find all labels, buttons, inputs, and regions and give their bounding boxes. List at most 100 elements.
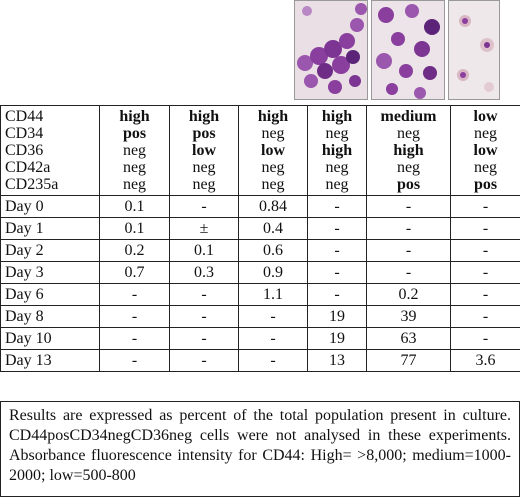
marker-names-cell: CD44 CD34 CD36 CD42a CD235a <box>0 105 100 196</box>
table-cell: - <box>169 195 239 218</box>
phenotype-value: high <box>393 142 424 159</box>
table-cell: - <box>366 261 451 284</box>
table-cell: 0.6 <box>238 239 308 262</box>
table-cell: - <box>307 217 367 240</box>
table-cell: 0.84 <box>238 195 308 218</box>
phenotype-value: neg <box>396 125 421 142</box>
table-cell: 0.2 <box>366 283 451 306</box>
micrograph-3-image <box>449 1 499 99</box>
table-row: Day 10- - -19 63- <box>0 327 520 350</box>
table-cell: - <box>238 327 308 350</box>
table-cell: - <box>169 305 239 328</box>
table-cell: 0.2 <box>99 239 170 262</box>
table-cell: - <box>99 283 170 306</box>
phenotype-cell-2: high pos low neg neg <box>169 105 239 196</box>
table-row: Day 8- - -19 39- <box>0 305 520 328</box>
phenotype-value: neg <box>396 159 421 176</box>
table-cell: - <box>99 349 170 372</box>
table-cell: - <box>169 283 239 306</box>
phenotype-value: neg <box>192 159 216 176</box>
footnote: Results are expressed as percent of the … <box>0 401 520 497</box>
micrograph-1 <box>294 0 368 100</box>
phenotype-value: low <box>473 108 498 125</box>
table-row: Day 0 0.1-0.84- - - <box>0 195 520 218</box>
phenotype-value: neg <box>122 142 147 159</box>
marker-name: CD34 <box>5 125 44 142</box>
phenotype-cell-5: medium neg high neg pos <box>366 105 451 196</box>
micrograph-2 <box>371 0 445 100</box>
phenotype-value: pos <box>473 176 498 193</box>
phenotype-value: pos <box>396 176 421 193</box>
phenotype-value: neg <box>325 125 349 142</box>
phenotype-value: high <box>257 108 289 125</box>
table-cell: - <box>238 349 308 372</box>
table-cell: - <box>450 217 520 240</box>
marker-table: CD44 CD34 CD36 CD42a CD235a high pos neg ne… <box>0 105 520 372</box>
table-cell: ± <box>169 217 239 240</box>
phenotype-value: neg <box>473 159 498 176</box>
table-cell: 0.9 <box>238 261 308 284</box>
phenotype-value: neg <box>261 159 285 176</box>
day-label: Day 13 <box>0 349 100 372</box>
micrograph-3 <box>448 0 500 100</box>
day-label: Day 6 <box>0 283 100 306</box>
micrograph-2-image <box>372 1 444 99</box>
table-cell: 0.7 <box>99 261 170 284</box>
table-cell: - <box>366 239 451 262</box>
phenotype-value: high <box>188 108 220 125</box>
phenotype-cell-4: high neg high neg neg <box>307 105 367 196</box>
marker-header-row: CD44 CD34 CD36 CD42a CD235a high pos neg ne… <box>0 105 520 196</box>
phenotype-value: neg <box>473 125 498 142</box>
day-rows: Day 0 0.1-0.84- - - Day 1 0.1 ±0.4- - - Day 2 0.2 0… <box>0 195 520 372</box>
table-cell: 13 <box>307 349 367 372</box>
day-label: Day 1 <box>0 217 100 240</box>
phenotype-value: low <box>473 142 498 159</box>
table-cell: - <box>238 305 308 328</box>
marker-name: CD36 <box>5 142 44 159</box>
table-cell: - <box>307 283 367 306</box>
table-row: Day 6- -1.1-0.2- <box>0 283 520 306</box>
table-cell: 63 <box>366 327 451 350</box>
table-cell: - <box>169 349 239 372</box>
day-label: Day 10 <box>0 327 100 350</box>
table-cell: 0.1 <box>99 195 170 218</box>
table-cell: 77 <box>366 349 451 372</box>
phenotype-value: neg <box>122 159 147 176</box>
table-cell: - <box>450 261 520 284</box>
phenotype-value: high <box>321 108 353 125</box>
table-row: Day 2 0.2 0.1 0.6- - - <box>0 239 520 262</box>
day-label: Day 3 <box>0 261 100 284</box>
phenotype-value: medium <box>380 108 437 125</box>
table-row: Day 1 0.1 ±0.4- - - <box>0 217 520 240</box>
phenotype-cell-6: low neg low neg pos <box>450 105 520 196</box>
phenotype-value: neg <box>122 176 147 193</box>
micrograph-1-image <box>295 1 367 99</box>
phenotype-value: neg <box>325 176 349 193</box>
phenotype-cell-3: high neg low neg neg <box>238 105 308 196</box>
phenotype-value: neg <box>325 159 349 176</box>
phenotype-value: high <box>119 108 150 125</box>
table-cell: 39 <box>366 305 451 328</box>
table-row: Day 3 0.7 0.3 0.9- - - <box>0 261 520 284</box>
table-row: Day 13- - -13 77 3.6 <box>0 349 520 372</box>
phenotype-value: neg <box>192 176 216 193</box>
day-label: Day 0 <box>0 195 100 218</box>
table-cell: - <box>99 327 170 350</box>
day-label: Day 2 <box>0 239 100 262</box>
phenotype-value: pos <box>192 125 216 142</box>
phenotype-value: low <box>261 142 285 159</box>
phenotype-value: pos <box>122 125 147 142</box>
table-cell: 0.1 <box>169 239 239 262</box>
table-cell: - <box>307 195 367 218</box>
marker-name: CD42a <box>5 159 51 176</box>
phenotype-value: neg <box>261 125 285 142</box>
micrograph-strip <box>294 0 500 100</box>
table-cell: - <box>169 327 239 350</box>
marker-name: CD235a <box>5 176 59 193</box>
table-cell: - <box>450 327 520 350</box>
table-cell: - <box>450 239 520 262</box>
phenotype-value: neg <box>261 176 285 193</box>
table-cell: 0.4 <box>238 217 308 240</box>
table-cell: 1.1 <box>238 283 308 306</box>
table-cell: 0.3 <box>169 261 239 284</box>
